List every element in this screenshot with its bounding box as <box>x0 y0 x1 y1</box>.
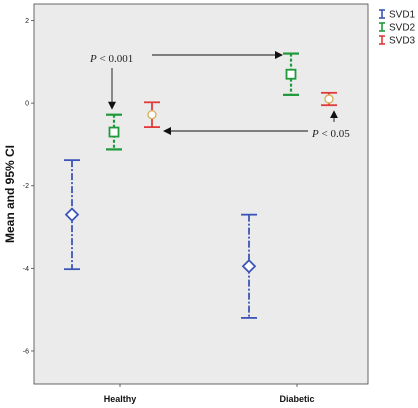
annotations: P < 0.001 P < 0.05 <box>89 51 350 140</box>
mean-marker-diamond <box>64 207 80 222</box>
error-bar-svd1 <box>64 159 80 271</box>
annotation-p-symbol: P <box>311 128 319 140</box>
mean-marker-circle <box>324 94 334 104</box>
x-tick-label: Healthy <box>104 394 137 404</box>
legend-item-svd1: SVD1 <box>379 9 416 21</box>
legend-item-svd3: SVD3 <box>379 35 416 47</box>
annotation-p-05: P < 0.05 <box>311 128 350 140</box>
y-tick-label: -4 <box>23 266 29 273</box>
error-bar-svd1 <box>241 213 257 319</box>
y-tick-label: 2 <box>25 18 29 25</box>
y-tick-label: -6 <box>23 348 29 355</box>
y-tick-label: -2 <box>23 183 29 190</box>
chart-marks <box>64 52 337 319</box>
y-tick-label: 0 <box>25 101 29 108</box>
plot-area <box>33 3 369 385</box>
legend-item-svd2: SVD2 <box>379 22 416 34</box>
error-bar-svd2 <box>283 52 299 96</box>
y-axis: 2 0 -2 -4 -6 <box>23 18 34 355</box>
annotation-p-symbol: P <box>89 53 97 65</box>
annotation-p-text: < 0.05 <box>319 128 350 140</box>
annotation-p-001: P < 0.001 <box>89 53 133 65</box>
legend-label: SVD1 <box>389 10 416 21</box>
x-axis: Healthy Diabetic <box>104 384 315 404</box>
mean-marker-diamond <box>241 259 257 274</box>
mean-marker-circle <box>147 109 157 120</box>
mean-marker-square <box>108 126 120 138</box>
annotation-p-text: < 0.001 <box>97 53 133 65</box>
error-bar-svd3 <box>144 101 160 128</box>
mean-marker-square <box>285 68 297 80</box>
legend: SVD1 SVD2 SVD3 <box>379 9 416 47</box>
legend-label: SVD3 <box>389 36 416 47</box>
error-bar-svd2 <box>106 113 122 151</box>
error-bar-svd3 <box>321 91 337 107</box>
x-tick-label: Diabetic <box>279 394 314 404</box>
y-axis-label: Mean and 95% CI <box>3 145 17 243</box>
legend-label: SVD2 <box>389 23 416 34</box>
